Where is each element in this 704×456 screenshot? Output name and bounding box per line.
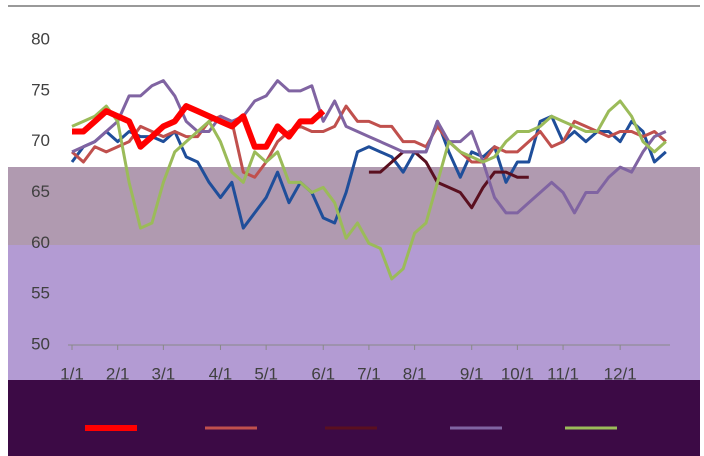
y-tick-label: 50 [31,334,50,353]
x-tick-label: 2/1 [106,364,130,383]
band [8,167,700,245]
y-tick-label: 70 [31,131,50,150]
legend-area [8,380,700,456]
y-tick-label: 80 [31,29,50,48]
x-tick-label: 9/1 [460,364,484,383]
series-line [71,99,667,281]
x-tick-label: 1/1 [60,364,84,383]
series-line [71,104,667,179]
series-line [70,114,667,230]
x-tick-label: 11/1 [547,364,579,383]
x-tick-label: 3/1 [152,364,176,383]
x-tick-label: 10/1 [501,364,534,383]
band [8,245,700,380]
x-tick-label: 7/1 [357,364,381,383]
x-tick-label: 6/1 [311,364,335,383]
x-tick-label: 4/1 [209,364,233,383]
x-tick-label: 8/1 [403,364,427,383]
series-line [368,150,529,210]
x-tick-label: 12/1 [604,364,637,383]
x-tick-label: 5/1 [254,364,278,383]
y-tick-label: 55 [31,284,50,303]
y-tick-label: 60 [31,233,50,252]
y-tick-label: 75 [31,80,50,99]
y-tick-label: 65 [31,182,50,201]
series-line [71,79,667,215]
series-line [72,103,326,150]
